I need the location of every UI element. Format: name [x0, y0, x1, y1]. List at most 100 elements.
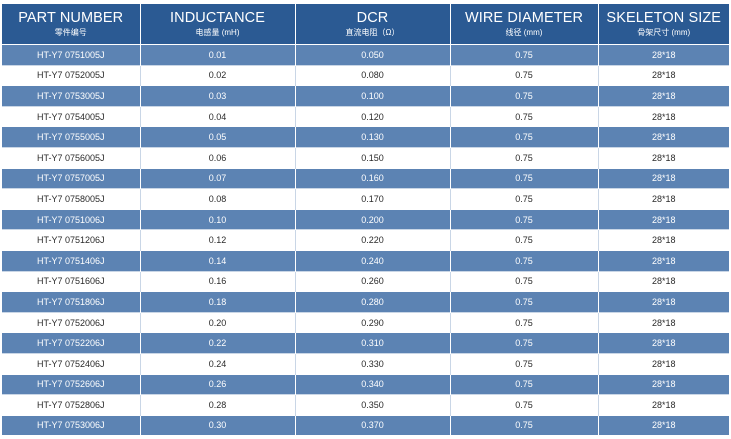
cell-part-number: HT-Y7 0752005J [2, 64, 141, 86]
cell-dcr: 0.130 [295, 126, 451, 148]
cell-wire-diameter: 0.75 [450, 167, 599, 189]
cell-part-number: HT-Y7 0755005J [2, 126, 141, 148]
cell-inductance: 0.30 [140, 414, 296, 436]
cell-inductance: 0.10 [140, 208, 296, 230]
cell-skeleton-size: 28*18 [598, 394, 729, 416]
cell-inductance: 0.18 [140, 291, 296, 313]
header-wire-diameter-en: WIRE DIAMETER [464, 10, 584, 26]
cell-inductance: 0.20 [140, 311, 296, 333]
table-row: HT-Y7 0752206J 0.22 0.310 0.75 28*18 [2, 332, 729, 354]
cell-skeleton-size: 28*18 [598, 249, 729, 272]
cell-inductance: 0.02 [140, 64, 296, 86]
cell-dcr: 0.170 [295, 188, 451, 210]
header-part-number-en: PART NUMBER [18, 10, 124, 26]
spec-table-container: PART NUMBER 零件编号 INDUCTANCE 电感量 (mH) DCR… [2, 4, 729, 436]
cell-part-number: HT-Y7 0752806J [2, 394, 141, 416]
table-row: HT-Y7 0752406J 0.24 0.330 0.75 28*18 [2, 352, 729, 374]
header-part-number-cn: 零件编号 [54, 28, 87, 37]
cell-part-number: HT-Y7 0752206J [2, 332, 141, 354]
cell-dcr: 0.280 [295, 291, 451, 313]
cell-skeleton-size: 28*18 [598, 332, 729, 354]
cell-dcr: 0.100 [295, 85, 451, 107]
cell-dcr: 0.240 [295, 249, 451, 272]
cell-skeleton-size: 28*18 [598, 208, 729, 230]
cell-wire-diameter: 0.75 [450, 352, 599, 374]
cell-part-number: HT-Y7 0758005J [2, 188, 141, 210]
cell-part-number: HT-Y7 0754005J [2, 105, 141, 127]
table-row: HT-Y7 0753006J 0.30 0.370 0.75 28*18 [2, 414, 729, 436]
cell-part-number: HT-Y7 0753005J [2, 85, 141, 107]
cell-wire-diameter: 0.75 [450, 229, 599, 251]
cell-wire-diameter: 0.75 [450, 373, 599, 395]
cell-inductance: 0.16 [140, 270, 296, 292]
cell-wire-diameter: 0.75 [450, 64, 599, 86]
cell-skeleton-size: 28*18 [598, 44, 729, 66]
header-dcr-cn: 直流电阻（Ω） [345, 28, 400, 37]
cell-wire-diameter: 0.75 [450, 249, 599, 272]
cell-wire-diameter: 0.75 [450, 291, 599, 313]
table-row: HT-Y7 0751006J 0.10 0.200 0.75 28*18 [2, 208, 729, 230]
cell-part-number: HT-Y7 0751006J [2, 208, 141, 230]
cell-inductance: 0.12 [140, 229, 296, 251]
cell-skeleton-size: 28*18 [598, 167, 729, 189]
cell-inductance: 0.08 [140, 188, 296, 210]
table-row: HT-Y7 0754005J 0.04 0.120 0.75 28*18 [2, 105, 729, 127]
header-dcr: DCR 直流电阻（Ω） [295, 4, 451, 45]
cell-part-number: HT-Y7 0751005J [2, 44, 141, 66]
cell-dcr: 0.350 [295, 394, 451, 416]
cell-skeleton-size: 28*18 [598, 311, 729, 333]
cell-inductance: 0.26 [140, 373, 296, 395]
cell-inductance: 0.06 [140, 146, 296, 169]
cell-dcr: 0.080 [295, 64, 451, 86]
cell-wire-diameter: 0.75 [450, 208, 599, 230]
cell-skeleton-size: 28*18 [598, 229, 729, 251]
cell-skeleton-size: 28*18 [598, 352, 729, 374]
cell-part-number: HT-Y7 0752406J [2, 352, 141, 374]
cell-wire-diameter: 0.75 [450, 44, 599, 66]
header-skeleton-size: SKELETON SIZE 骨架尺寸 (mm) [598, 4, 729, 45]
header-wire-diameter-cn: 线径 (mm) [505, 28, 543, 37]
cell-dcr: 0.160 [295, 167, 451, 189]
table-row: HT-Y7 0756005J 0.06 0.150 0.75 28*18 [2, 146, 729, 169]
table-row: HT-Y7 0752806J 0.28 0.350 0.75 28*18 [2, 394, 729, 416]
table-row: HT-Y7 0752606J 0.26 0.340 0.75 28*18 [2, 373, 729, 395]
table-row: HT-Y7 0753005J 0.03 0.100 0.75 28*18 [2, 85, 729, 107]
table-body: HT-Y7 0751005J 0.01 0.050 0.75 28*18 HT-Y7 07… [2, 44, 729, 436]
cell-skeleton-size: 28*18 [598, 373, 729, 395]
table-row: HT-Y7 0751806J 0.18 0.280 0.75 28*18 [2, 291, 729, 313]
cell-wire-diameter: 0.75 [450, 126, 599, 148]
cell-inductance: 0.28 [140, 394, 296, 416]
cell-dcr: 0.340 [295, 373, 451, 395]
cell-dcr: 0.220 [295, 229, 451, 251]
cell-dcr: 0.150 [295, 146, 451, 169]
cell-part-number: HT-Y7 0756005J [2, 146, 141, 169]
table-row: HT-Y7 0751005J 0.01 0.050 0.75 28*18 [2, 44, 729, 66]
cell-wire-diameter: 0.75 [450, 394, 599, 416]
cell-part-number: HT-Y7 0751406J [2, 249, 141, 272]
header-wire-diameter: WIRE DIAMETER 线径 (mm) [450, 4, 599, 45]
cell-part-number: HT-Y7 0752006J [2, 311, 141, 333]
header-inductance-cn: 电感量 (mH) [195, 28, 240, 37]
cell-skeleton-size: 28*18 [598, 85, 729, 107]
cell-dcr: 0.370 [295, 414, 451, 436]
cell-inductance: 0.03 [140, 85, 296, 107]
cell-inductance: 0.22 [140, 332, 296, 354]
cell-part-number: HT-Y7 0751806J [2, 291, 141, 313]
cell-inductance: 0.07 [140, 167, 296, 189]
cell-inductance: 0.24 [140, 352, 296, 374]
header-skeleton-size-cn: 骨架尺寸 (mm) [637, 28, 691, 37]
cell-dcr: 0.260 [295, 270, 451, 292]
header-part-number: PART NUMBER 零件编号 [2, 4, 141, 45]
cell-skeleton-size: 28*18 [598, 105, 729, 127]
cell-skeleton-size: 28*18 [598, 414, 729, 436]
cell-part-number: HT-Y7 0751206J [2, 229, 141, 251]
table-row: HT-Y7 0757005J 0.07 0.160 0.75 28*18 [2, 167, 729, 189]
cell-dcr: 0.330 [295, 352, 451, 374]
cell-dcr: 0.120 [295, 105, 451, 127]
cell-dcr: 0.290 [295, 311, 451, 333]
table-row: HT-Y7 0751206J 0.12 0.220 0.75 28*18 [2, 229, 729, 251]
header-row: PART NUMBER 零件编号 INDUCTANCE 电感量 (mH) DCR… [2, 4, 729, 45]
cell-wire-diameter: 0.75 [450, 311, 599, 333]
cell-part-number: HT-Y7 0753006J [2, 414, 141, 436]
cell-wire-diameter: 0.75 [450, 188, 599, 210]
